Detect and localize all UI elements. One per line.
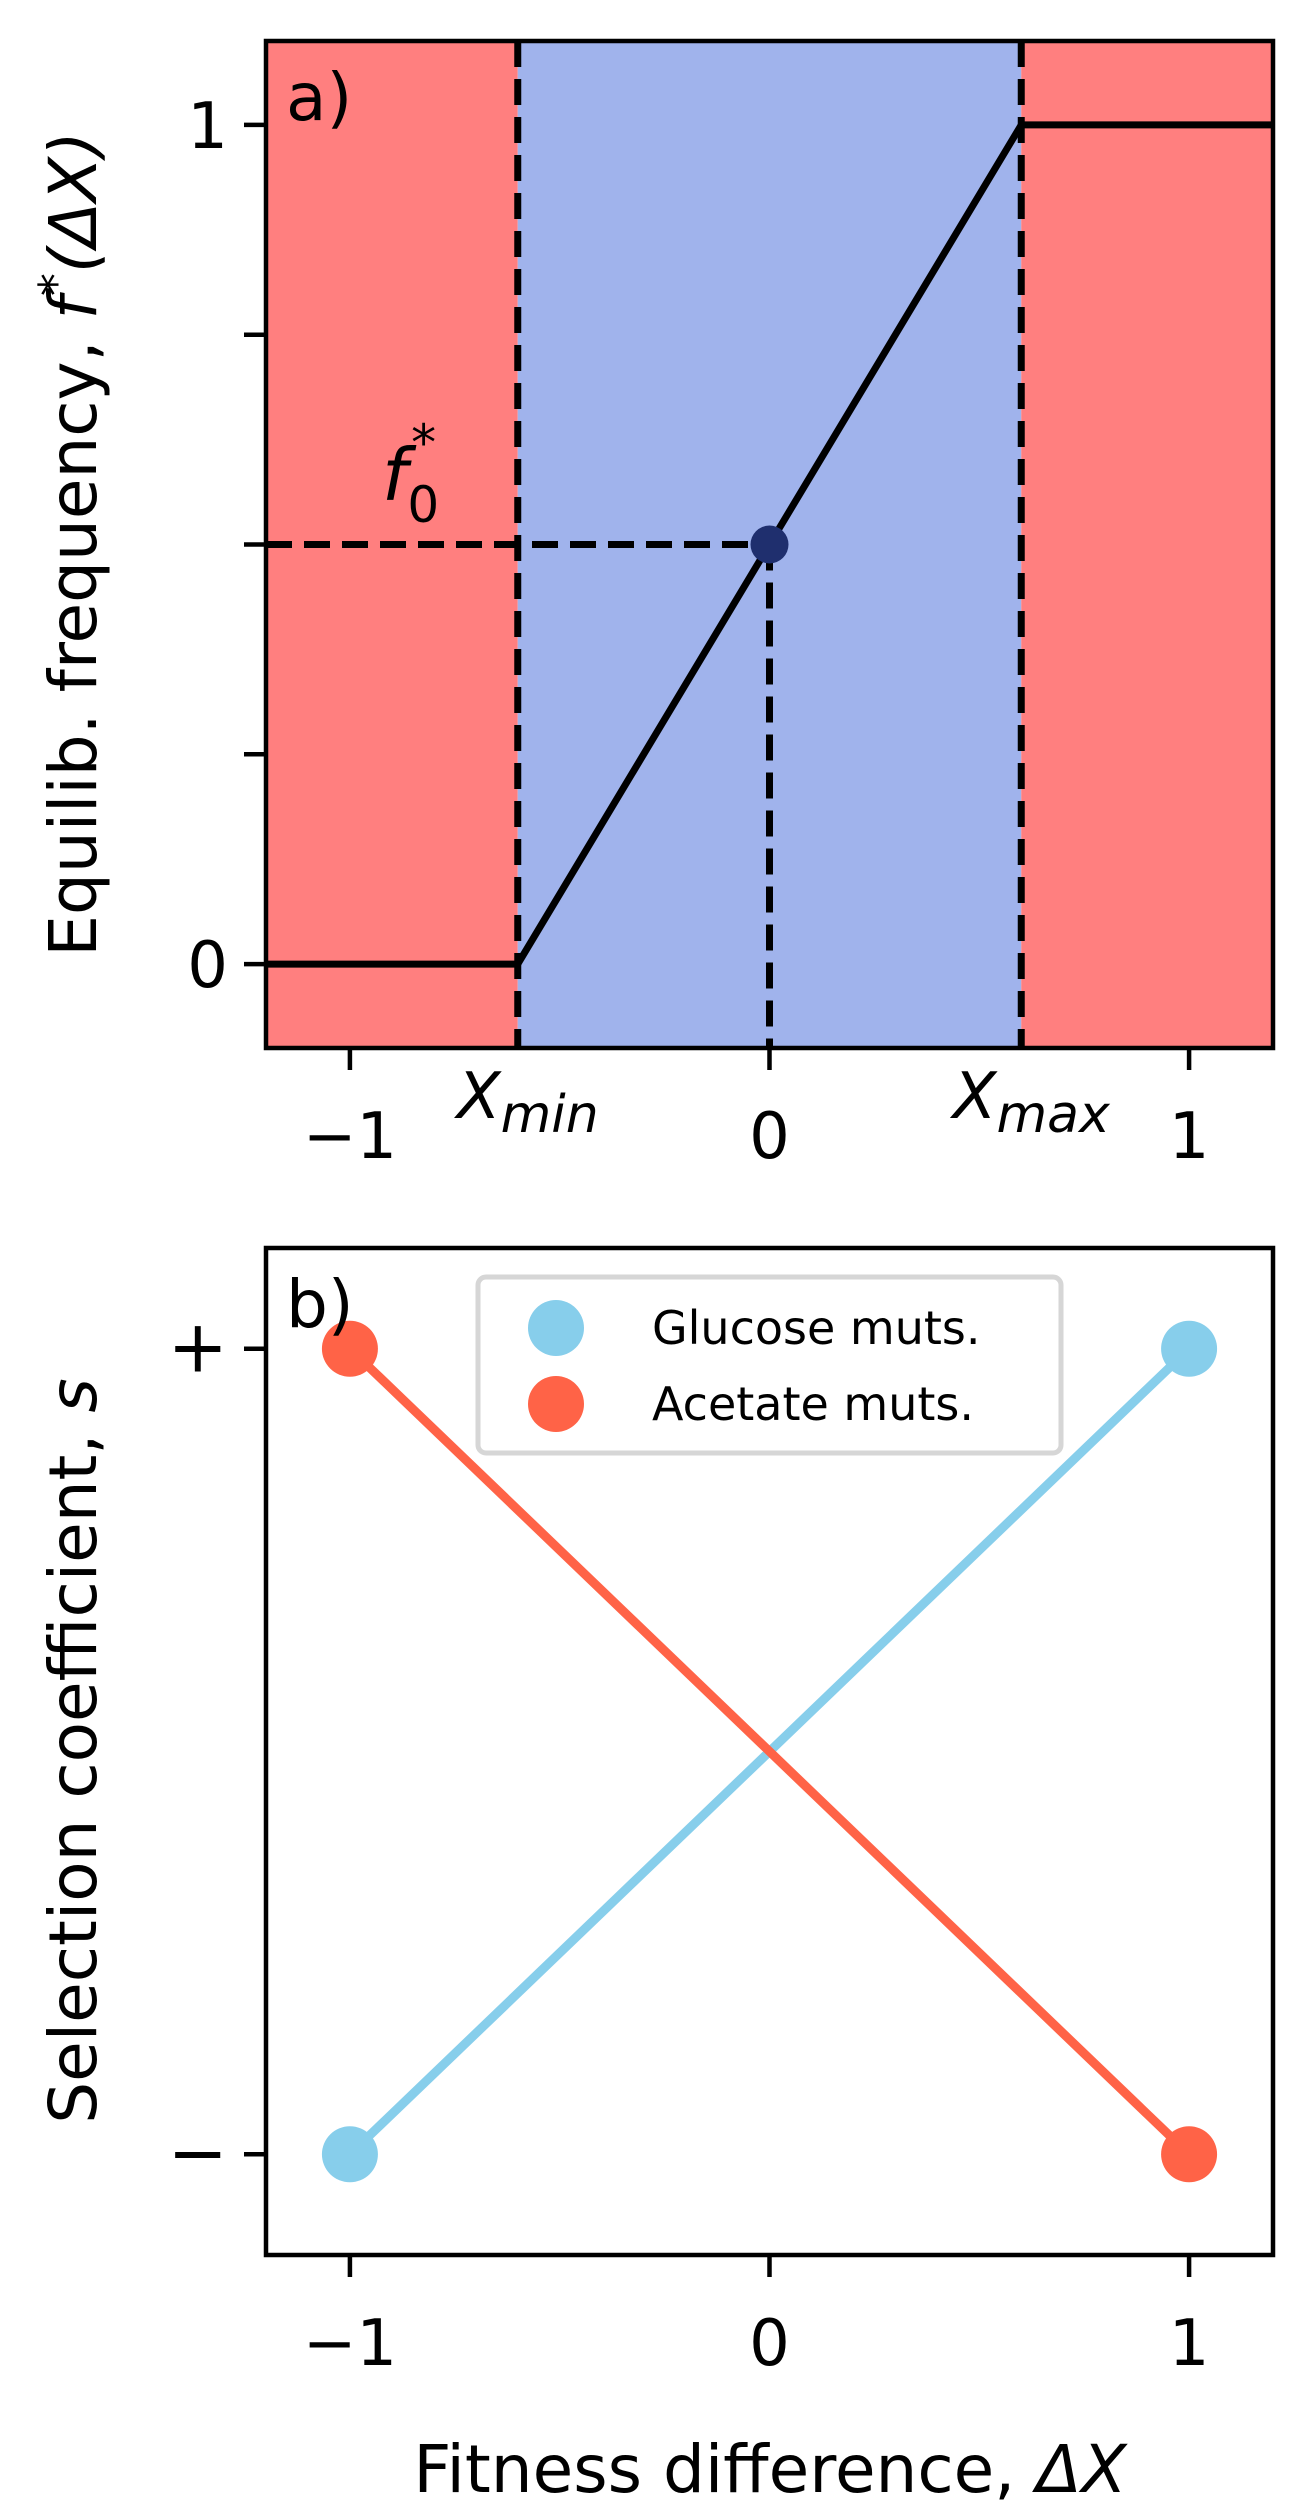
y-tick-label: 0 bbox=[187, 929, 228, 1003]
acetate-point bbox=[321, 1320, 378, 1377]
acetate-line bbox=[346, 1345, 1193, 2158]
legend-box bbox=[475, 1274, 1064, 1456]
x-tick-label: 0 bbox=[749, 2307, 790, 2381]
panel-b: −1 0 1 + − b) Glucose muts. Acetate muts. Se… bbox=[35, 1245, 1276, 2508]
x-tick-label: 0 bbox=[749, 1100, 790, 1174]
glucose-point bbox=[1161, 1320, 1218, 1377]
panel-b-y-axis-title: Selection coefficient, s bbox=[35, 1378, 112, 2124]
x-tick-label: 1 bbox=[1169, 2307, 1210, 2381]
acetate-point bbox=[1161, 2126, 1218, 2183]
legend: Glucose muts. Acetate muts. bbox=[475, 1274, 1064, 1456]
legend-label-acetate: Acetate muts. bbox=[652, 1377, 974, 1431]
y-tick-label: + bbox=[168, 1305, 228, 1389]
x-marker-label-min: Xmin bbox=[454, 1060, 599, 1145]
f0-point bbox=[750, 525, 789, 564]
legend-marker-glucose bbox=[528, 1300, 584, 1356]
shaded-region-2 bbox=[1021, 41, 1273, 1048]
panel-a-y-axis-title: Equilib. frequency, f*(ΔX) bbox=[29, 131, 112, 956]
panel-a-label: a) bbox=[286, 59, 352, 136]
y-tick-label: − bbox=[168, 2110, 228, 2194]
panel-b-label: b) bbox=[286, 1266, 354, 1343]
legend-marker-acetate bbox=[528, 1376, 584, 1432]
legend-label-glucose: Glucose muts. bbox=[652, 1301, 981, 1355]
panel-a: −1 0 1 01 Xmin Xmax a) f0* Equilib. frequen… bbox=[29, 38, 1276, 1174]
x-marker-label-max: Xmax bbox=[950, 1060, 1111, 1145]
y-tick-label: 1 bbox=[187, 90, 228, 164]
x-tick-label: −1 bbox=[303, 2307, 397, 2381]
x-tick-label: 1 bbox=[1169, 1100, 1210, 1174]
glucose-point bbox=[321, 2126, 378, 2183]
x-tick-label: −1 bbox=[303, 1100, 397, 1174]
panel-b-x-axis-title: Fitness difference, ΔX bbox=[413, 2431, 1128, 2508]
